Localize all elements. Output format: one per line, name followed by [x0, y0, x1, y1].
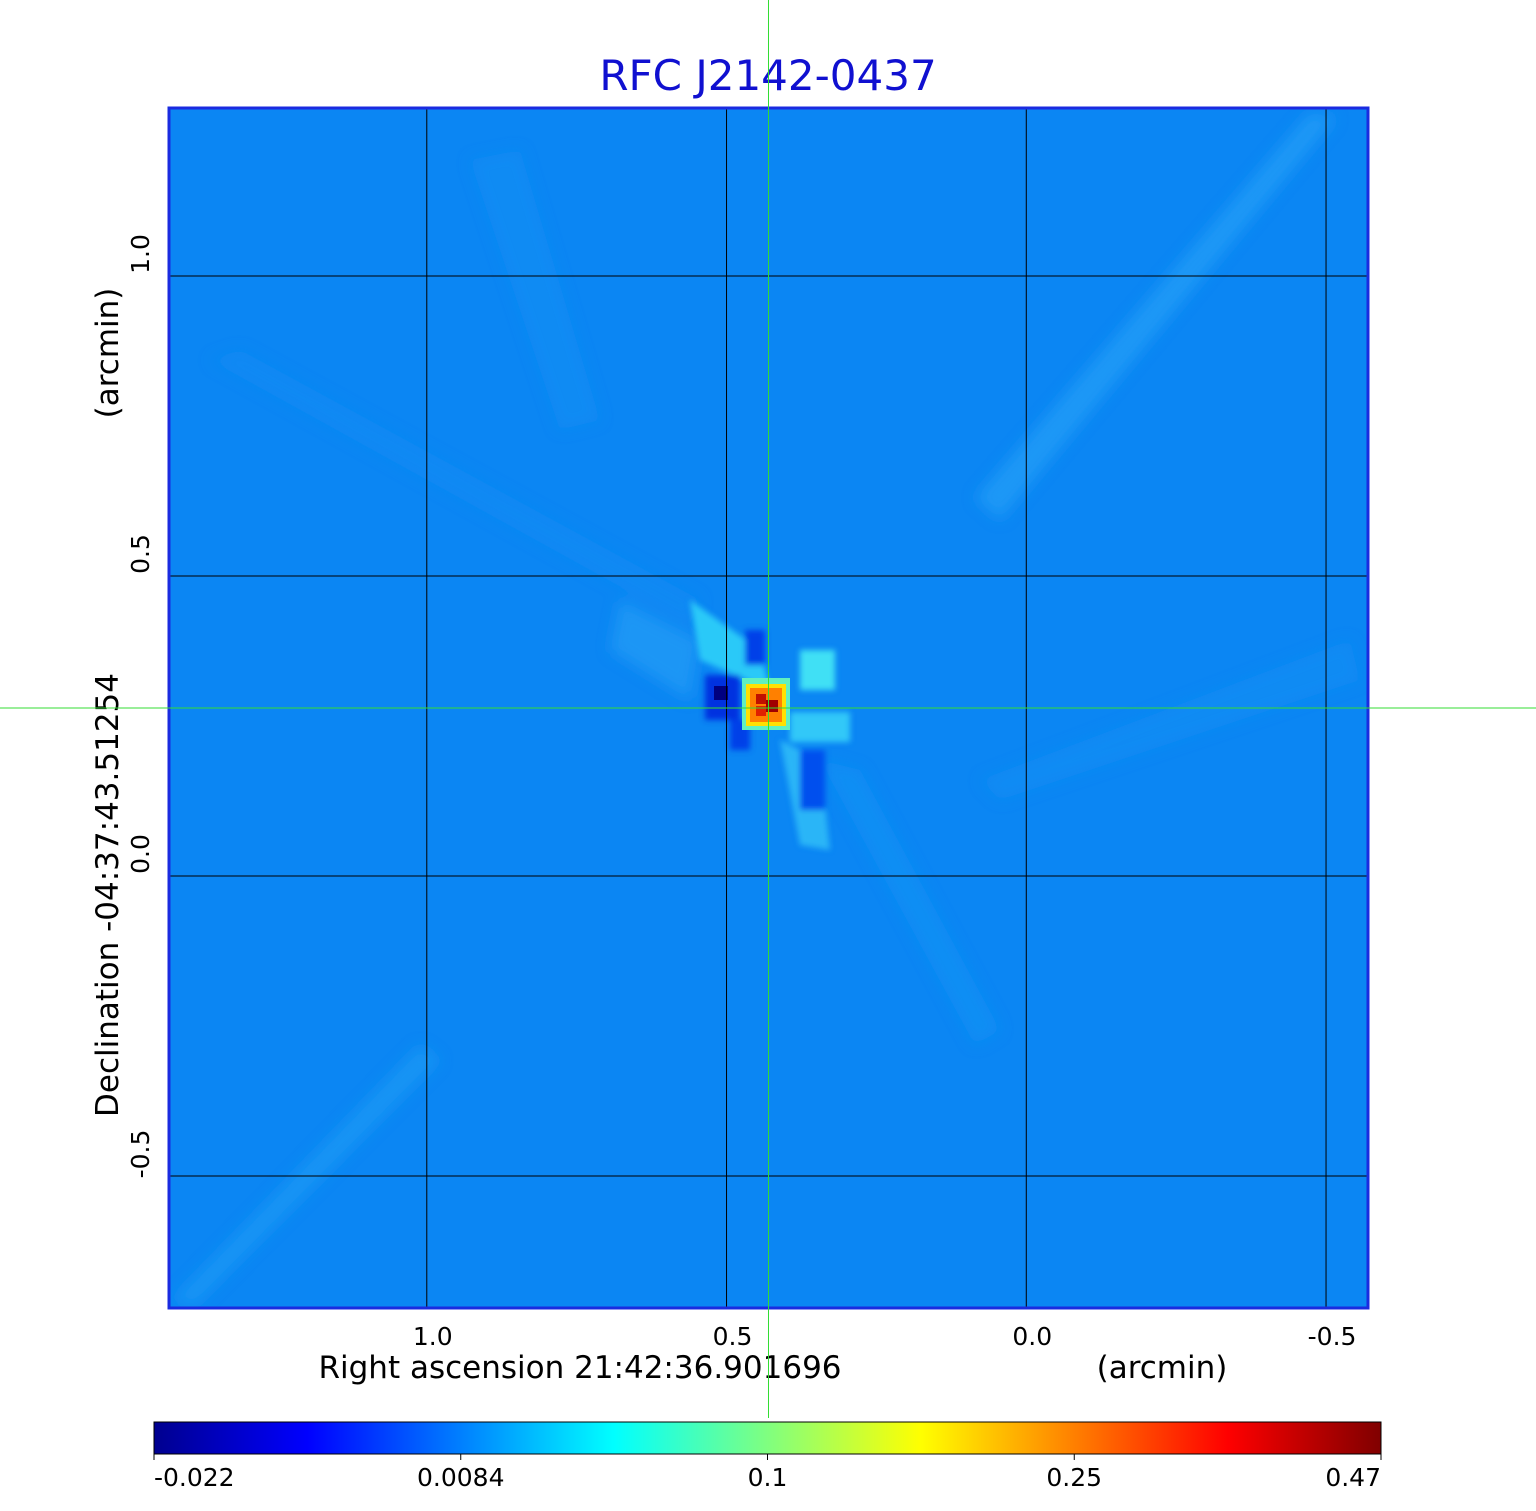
x-axis-label: Right ascension 21:42:36.901696 — [318, 1350, 841, 1386]
colorbar-tick-label: 0.1 — [748, 1463, 788, 1492]
colorbar-tick-label: 0.0084 — [417, 1463, 504, 1492]
y-tick-label: 0.0 — [126, 834, 155, 874]
y-tick-label: 0.5 — [126, 534, 155, 574]
colorbar — [153, 1421, 1382, 1455]
colorbar-tick-label: -0.022 — [154, 1463, 235, 1492]
x-tick-label: 1.0 — [413, 1322, 453, 1351]
y-axis-unit: (arcmin) — [90, 288, 126, 419]
y-tick-label: -0.5 — [126, 1130, 155, 1179]
x-tick-label: 0.0 — [1012, 1322, 1052, 1351]
sidelobe-streaks — [172, 112, 1360, 1306]
crosshair — [0, 0, 1536, 1418]
y-axis-label: Declination -04:37:43.51254 — [90, 673, 126, 1117]
colorbar-tick-label: 0.47 — [1325, 1463, 1381, 1492]
y-tick-labels: 1.0 0.5 0.0 -0.5 — [126, 234, 155, 1178]
x-tick-label: 0.5 — [713, 1322, 753, 1351]
y-tick-label: 1.0 — [126, 234, 155, 274]
x-axis-unit: (arcmin) — [1097, 1350, 1228, 1386]
peak-pixels — [714, 678, 790, 730]
colorbar-tick-label: 0.25 — [1046, 1463, 1102, 1492]
x-tick-labels: 1.0 0.5 0.0 -0.5 — [413, 1322, 1357, 1351]
colorbar-tick-labels: -0.022 0.0084 0.1 0.25 0.47 — [153, 1454, 1382, 1492]
x-tick-label: -0.5 — [1308, 1322, 1357, 1351]
